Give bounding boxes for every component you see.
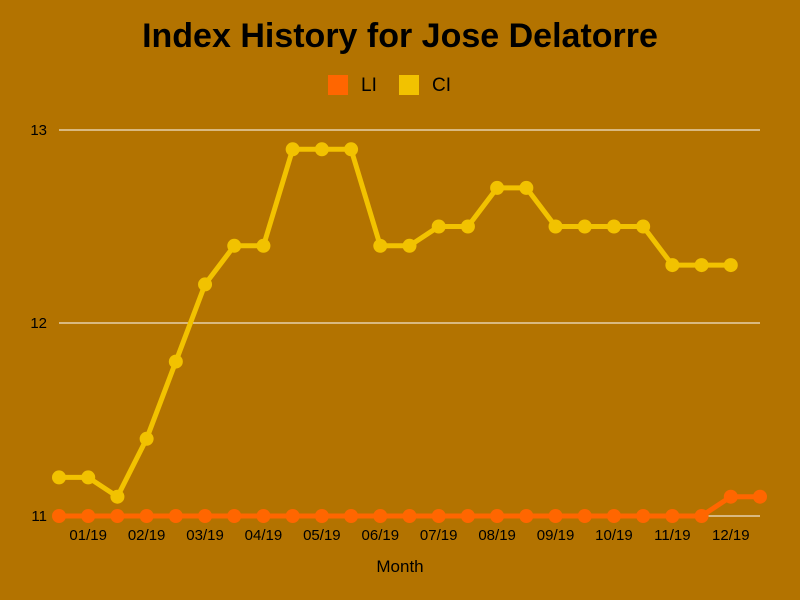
data-point-li[interactable] bbox=[373, 509, 388, 523]
x-tick-label: 10/19 bbox=[595, 527, 633, 544]
data-point-li[interactable] bbox=[606, 509, 621, 523]
data-point-ci[interactable] bbox=[52, 470, 66, 485]
x-tick-label: 07/19 bbox=[420, 527, 458, 544]
data-point-ci[interactable] bbox=[314, 142, 329, 157]
data-point-li[interactable] bbox=[636, 509, 651, 523]
data-point-li[interactable] bbox=[548, 509, 563, 523]
data-point-ci[interactable] bbox=[227, 238, 242, 253]
data-point-ci[interactable] bbox=[723, 258, 738, 273]
x-tick-label: 02/19 bbox=[128, 527, 166, 544]
data-point-ci[interactable] bbox=[110, 489, 125, 504]
data-point-li[interactable] bbox=[402, 509, 417, 523]
data-point-li[interactable] bbox=[256, 509, 271, 523]
data-point-ci[interactable] bbox=[344, 142, 359, 157]
data-point-li[interactable] bbox=[139, 509, 154, 523]
data-point-ci[interactable] bbox=[402, 238, 417, 253]
data-point-ci[interactable] bbox=[577, 219, 592, 234]
data-point-ci[interactable] bbox=[198, 277, 213, 292]
data-point-li[interactable] bbox=[694, 509, 709, 523]
data-point-ci[interactable] bbox=[548, 219, 563, 234]
x-axis-label: Month bbox=[376, 557, 423, 576]
data-point-li[interactable] bbox=[344, 509, 359, 523]
data-point-li[interactable] bbox=[753, 489, 767, 504]
legend-label-li: LI bbox=[361, 75, 377, 96]
data-point-ci[interactable] bbox=[606, 219, 621, 234]
data-point-li[interactable] bbox=[285, 509, 300, 523]
data-point-li[interactable] bbox=[577, 509, 592, 523]
y-tick-label: 12 bbox=[30, 315, 47, 332]
series-li bbox=[52, 489, 767, 523]
data-point-li[interactable] bbox=[490, 509, 505, 523]
data-point-li[interactable] bbox=[460, 509, 475, 523]
data-point-ci[interactable] bbox=[431, 219, 446, 234]
x-tick-label: 08/19 bbox=[478, 527, 516, 544]
x-tick-label: 11/19 bbox=[654, 527, 690, 544]
data-point-li[interactable] bbox=[227, 509, 242, 523]
data-point-li[interactable] bbox=[665, 509, 680, 523]
x-tick-label: 12/19 bbox=[712, 527, 750, 544]
series-ci bbox=[52, 142, 738, 504]
x-tick-label: 05/19 bbox=[303, 527, 341, 544]
data-point-ci[interactable] bbox=[490, 180, 505, 195]
x-tick-label: 03/19 bbox=[186, 527, 224, 544]
x-tick-label: 04/19 bbox=[245, 527, 283, 544]
data-point-ci[interactable] bbox=[139, 431, 154, 446]
legend-label-ci: CI bbox=[432, 75, 451, 96]
data-point-li[interactable] bbox=[81, 509, 96, 523]
data-point-ci[interactable] bbox=[373, 238, 388, 253]
data-point-ci[interactable] bbox=[285, 142, 300, 157]
data-point-ci[interactable] bbox=[460, 219, 475, 234]
legend: LI CI bbox=[328, 75, 451, 96]
data-point-li[interactable] bbox=[110, 509, 125, 523]
data-point-ci[interactable] bbox=[636, 219, 651, 234]
data-point-ci[interactable] bbox=[168, 354, 183, 369]
x-tick-label: 06/19 bbox=[362, 527, 400, 544]
x-axis-ticks: 01/19 02/19 03/19 04/19 05/19 06/19 07/19 08/19… bbox=[69, 527, 749, 544]
data-point-li[interactable] bbox=[168, 509, 183, 523]
y-tick-label: 13 bbox=[30, 122, 47, 139]
y-axis-ticks: 11 12 13 bbox=[30, 122, 47, 525]
x-tick-label: 01/19 bbox=[69, 527, 107, 544]
data-point-ci[interactable] bbox=[519, 180, 534, 195]
data-point-ci[interactable] bbox=[665, 258, 680, 273]
data-point-li[interactable] bbox=[431, 509, 446, 523]
data-point-ci[interactable] bbox=[694, 258, 709, 273]
data-point-li[interactable] bbox=[198, 509, 213, 523]
legend-swatch-ci bbox=[399, 75, 419, 95]
data-point-li[interactable] bbox=[314, 509, 329, 523]
data-point-li[interactable] bbox=[723, 489, 738, 504]
legend-swatch-li bbox=[328, 75, 348, 95]
x-tick-label: 09/19 bbox=[537, 527, 575, 544]
data-point-li[interactable] bbox=[52, 509, 66, 523]
y-tick-label: 11 bbox=[31, 508, 47, 525]
data-point-ci[interactable] bbox=[81, 470, 96, 485]
chart-title: Index History for Jose Delatorre bbox=[142, 17, 658, 55]
data-point-li[interactable] bbox=[519, 509, 534, 523]
data-point-ci[interactable] bbox=[256, 238, 271, 253]
series-layer bbox=[52, 142, 767, 523]
